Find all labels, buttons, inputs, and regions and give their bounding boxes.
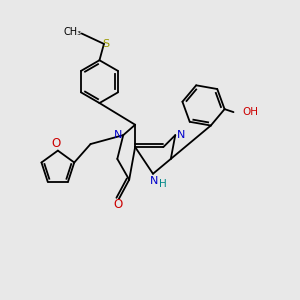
- Text: O: O: [113, 198, 122, 211]
- Text: O: O: [52, 137, 61, 150]
- Text: N: N: [176, 130, 185, 140]
- Text: S: S: [102, 39, 109, 49]
- Text: CH₃: CH₃: [63, 27, 81, 37]
- Text: N: N: [114, 130, 122, 140]
- Text: H: H: [160, 179, 167, 189]
- Text: N: N: [150, 176, 159, 186]
- Text: OH: OH: [242, 107, 258, 117]
